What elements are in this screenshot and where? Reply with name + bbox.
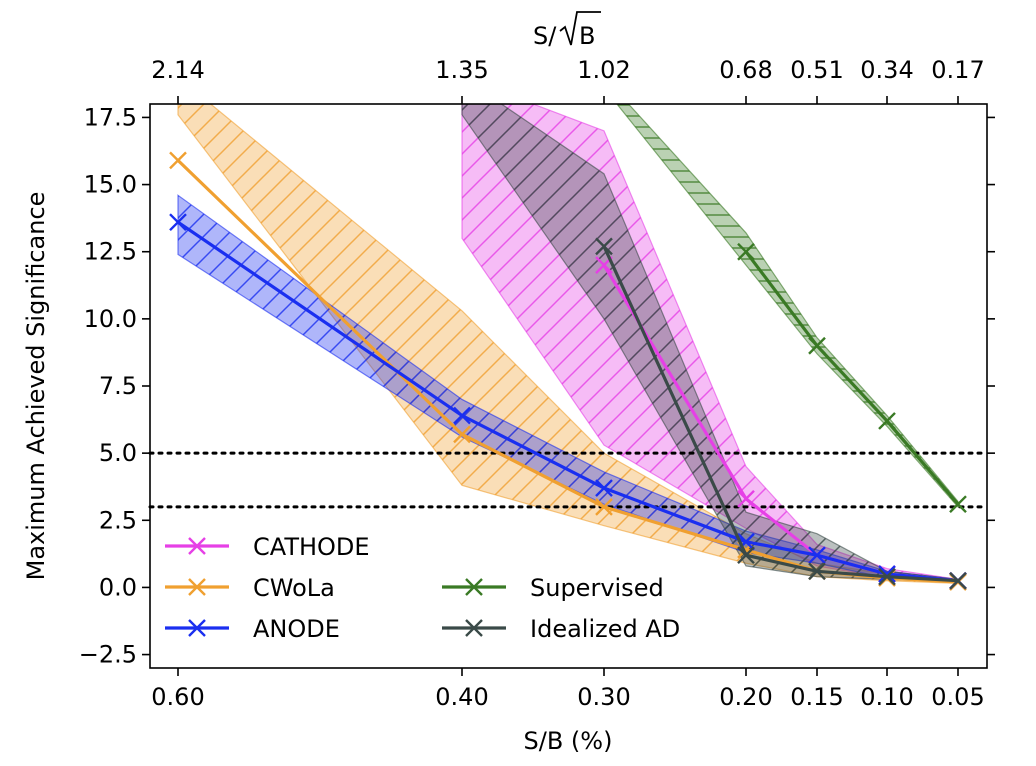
top-x-tick-label-6: 0.17	[931, 56, 984, 84]
y-tick-label-1: 0.0	[99, 573, 137, 601]
legend-label-idealized-ad: Idealized AD	[530, 615, 680, 643]
point-cathode-3	[737, 489, 755, 508]
point-idealized-ad-2	[595, 237, 613, 256]
top-x-axis-label-radicand: B	[579, 22, 595, 50]
y-tick-label-3: 5.0	[99, 439, 137, 467]
legend-label-supervised: Supervised	[530, 574, 664, 602]
top-x-axis-label: S/B	[533, 11, 601, 50]
point-anode-0	[169, 213, 187, 232]
legend-item-cwola: CWoLa	[165, 574, 335, 602]
point-anode-5	[878, 565, 896, 583]
point-cwola-0	[169, 151, 187, 170]
point-anode-1	[453, 406, 471, 425]
legend-marker-anode	[188, 619, 206, 637]
legend-item-anode: ANODE	[165, 615, 340, 643]
x-tick-label-3: 0.20	[719, 683, 772, 711]
legend-label-cathode: CATHODE	[253, 533, 370, 561]
top-x-tick-label-0: 2.14	[151, 56, 204, 84]
x-tick-label-5: 0.10	[860, 683, 913, 711]
legend-item-cathode: CATHODE	[165, 533, 370, 561]
x-axis-label: S/B (%)	[524, 727, 613, 755]
x-tick-label-0: 0.60	[151, 683, 204, 711]
y-axis-label: Maximum Achieved Significance	[22, 192, 50, 581]
top-x-tick-label-4: 0.51	[790, 56, 843, 84]
x-tick-label-6: 0.05	[931, 683, 984, 711]
legend-marker-cwola	[188, 578, 206, 596]
point-supervised-6	[949, 495, 967, 514]
point-idealized-ad-5	[878, 567, 896, 586]
sqrt-symbol	[559, 11, 601, 46]
top-x-tick-label-5: 0.34	[860, 56, 913, 84]
x-tick-label-1: 0.40	[435, 683, 488, 711]
point-supervised-5	[878, 412, 896, 430]
point-cwola-1	[453, 425, 471, 444]
point-idealized-ad-3	[737, 546, 755, 565]
point-idealized-ad-4	[808, 562, 826, 581]
top-x-tick-label-3: 0.68	[719, 56, 772, 84]
point-idealized-ad-6	[949, 571, 967, 590]
point-cwola-2	[595, 498, 613, 516]
y-tick-label-5: 10.0	[84, 305, 137, 333]
series-line-supervised	[744, 250, 960, 506]
point-anode-2	[595, 479, 613, 497]
y-tick-label-2: 2.5	[99, 506, 137, 534]
top-x-axis-label-prefix: S/	[533, 22, 557, 50]
y-tick-label-6: 12.5	[84, 238, 137, 266]
legend-label-cwola: CWoLa	[253, 574, 335, 602]
point-supervised-4	[808, 336, 826, 355]
y-tick-label-8: 17.5	[84, 103, 137, 131]
legend-label-anode: ANODE	[253, 615, 340, 643]
legend-marker-idealized-ad	[465, 619, 483, 637]
y-tick-label-0: −2.5	[79, 641, 137, 669]
y-tick-label-7: 15.0	[84, 171, 137, 199]
y-tick-label-4: 7.5	[99, 372, 137, 400]
point-supervised-3	[737, 242, 755, 261]
point-anode-4	[808, 546, 826, 565]
top-x-tick-label-1: 1.35	[435, 56, 488, 84]
legend-marker-supervised	[465, 578, 483, 596]
legend-item-supervised: Supervised	[442, 574, 664, 602]
legend-item-idealized-ad: Idealized AD	[442, 615, 680, 643]
x-tick-label-2: 0.30	[577, 683, 630, 711]
band-hatch-idealized-ad	[462, 104, 958, 583]
x-tick-label-4: 0.15	[790, 683, 843, 711]
top-x-tick-label-2: 1.02	[577, 56, 630, 84]
legend-marker-cathode	[188, 537, 206, 555]
